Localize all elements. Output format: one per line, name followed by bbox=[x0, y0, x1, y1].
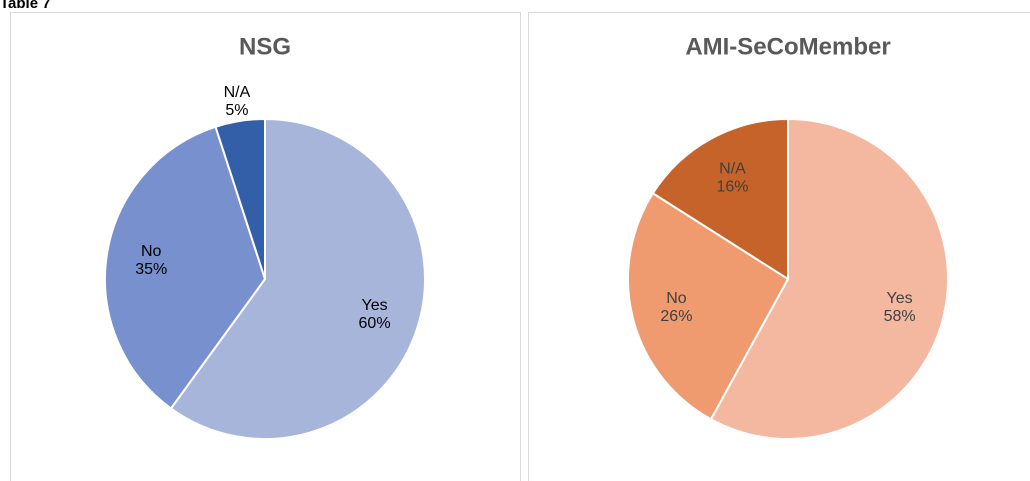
chart-title: NSG bbox=[239, 33, 291, 60]
pie-slice bbox=[651, 117, 789, 281]
chart-frame bbox=[528, 12, 1030, 481]
slice-value: 35% bbox=[135, 261, 167, 278]
slice-category: No bbox=[666, 290, 687, 307]
slice-category: Yes bbox=[362, 297, 388, 314]
slice-value: 60% bbox=[359, 315, 391, 332]
chart-frame bbox=[10, 12, 521, 481]
pie-slice bbox=[169, 117, 426, 440]
slice-category: No bbox=[141, 243, 162, 260]
slice-category: Yes bbox=[887, 290, 913, 307]
pie-slice bbox=[709, 117, 949, 440]
slice-value: 58% bbox=[884, 308, 916, 325]
pie-slice bbox=[214, 117, 266, 280]
pie-slice bbox=[627, 191, 790, 421]
slice-value: 16% bbox=[716, 178, 748, 195]
slice-value: 5% bbox=[225, 102, 248, 119]
chart-title: AMI-SeCoMember bbox=[685, 33, 890, 60]
pie-slice bbox=[104, 125, 267, 410]
slice-category: N/A bbox=[224, 84, 251, 101]
slice-category: N/A bbox=[719, 160, 746, 177]
heading: Table 7 bbox=[0, 0, 51, 12]
slice-value: 26% bbox=[660, 308, 692, 325]
